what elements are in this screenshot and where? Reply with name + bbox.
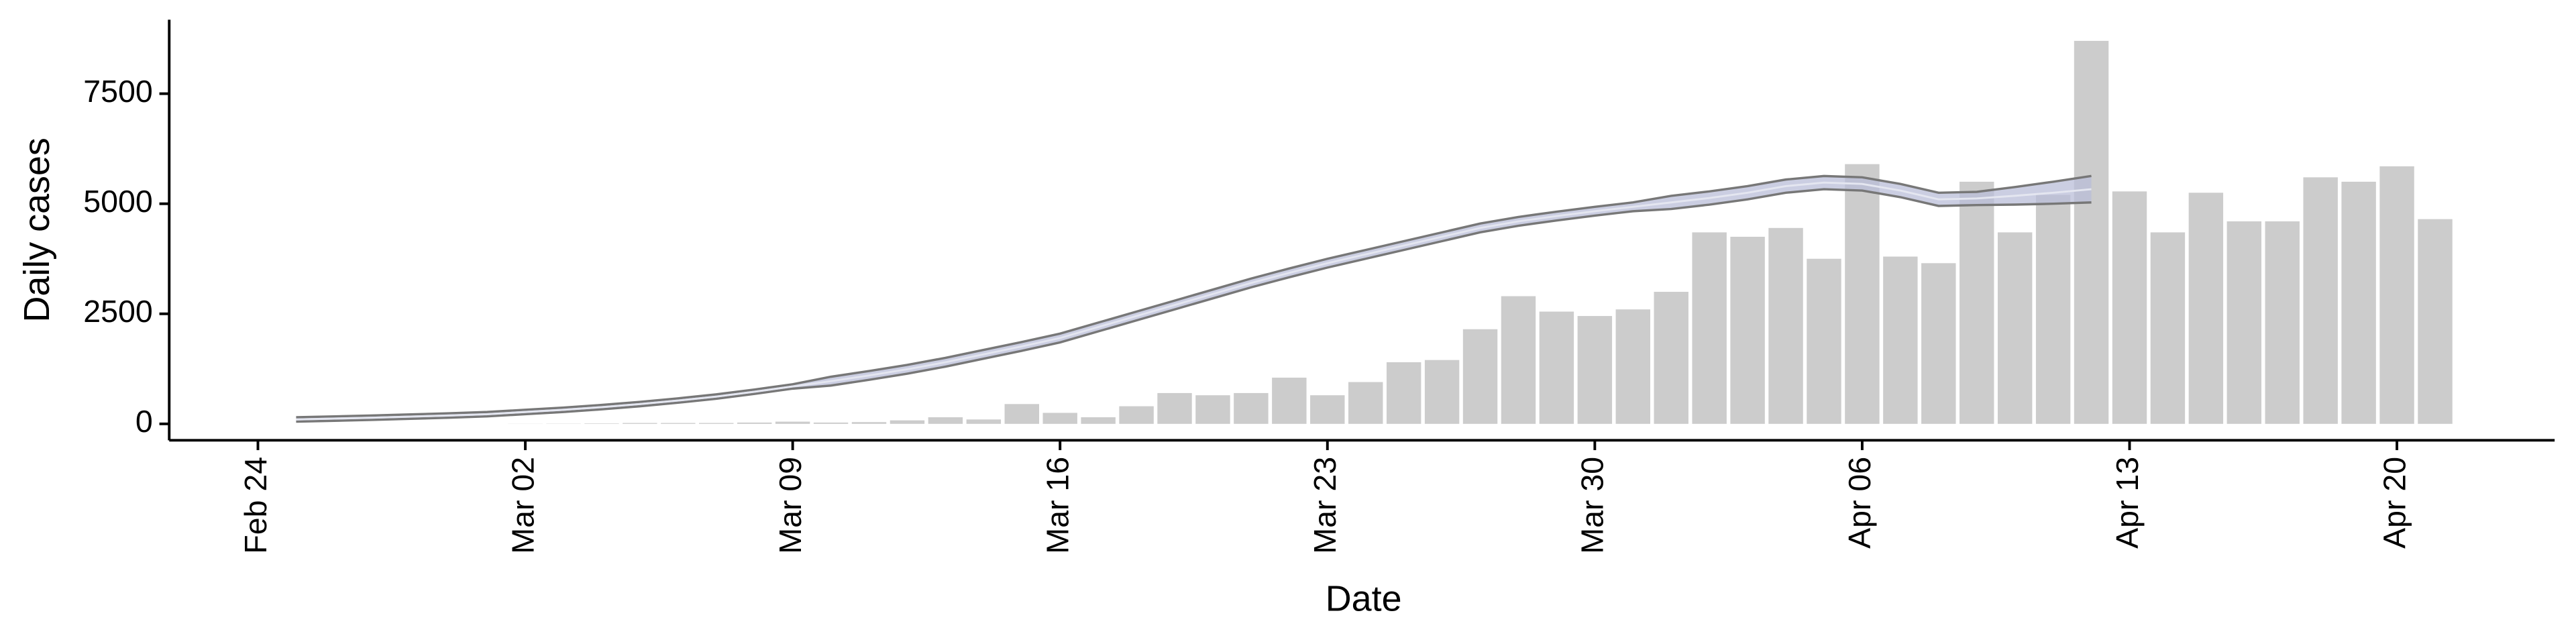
x-tick-label: Apr 13 [2110, 457, 2145, 549]
bar [1654, 291, 1688, 424]
bar [1768, 227, 1803, 424]
bar [1081, 417, 1116, 424]
x-tick-label: Apr 06 [1842, 457, 1877, 549]
x-tick-label: Mar 23 [1307, 457, 1342, 554]
y-tick-label: 5000 [83, 184, 152, 219]
bar [890, 420, 925, 424]
bar [2379, 166, 2414, 424]
bar [1348, 382, 1383, 424]
bar [1883, 256, 1918, 424]
bar [928, 417, 963, 424]
bar [737, 422, 772, 424]
bar [851, 422, 887, 424]
y-tick-label: 7500 [83, 74, 152, 109]
bar [1577, 316, 1613, 424]
y-axis-title: Daily cases [17, 138, 57, 322]
y-tick-label: 0 [136, 404, 153, 439]
bar [2112, 191, 2147, 424]
bar [2265, 221, 2300, 424]
bar [1845, 164, 1880, 424]
bar [2303, 177, 2338, 424]
x-tick-label: Mar 09 [773, 457, 808, 554]
bar [1692, 232, 1727, 424]
bar [1272, 377, 1307, 424]
x-tick-label: Mar 02 [505, 457, 540, 554]
line [296, 181, 2092, 421]
ribbon-upper [296, 174, 2092, 419]
bar [1921, 263, 1956, 424]
y-tick-label: 2500 [83, 294, 152, 329]
bar [1157, 392, 1192, 424]
bar [2418, 219, 2453, 424]
bar [1615, 309, 1650, 424]
bar [813, 422, 849, 424]
bar [1042, 413, 1077, 424]
bar [1310, 395, 1345, 424]
bar [584, 423, 619, 424]
bar [1960, 181, 1994, 424]
bar [1234, 392, 1269, 424]
bar [1004, 404, 1039, 424]
ribbon-lower [296, 188, 2092, 423]
bar [1462, 329, 1498, 424]
bar [2226, 221, 2262, 424]
bar [1119, 406, 1154, 424]
bar [2341, 181, 2376, 424]
bar [1539, 311, 1574, 424]
x-tick-label: Apr 20 [2377, 457, 2412, 549]
bar [1730, 236, 1765, 424]
x-axis-title: Date [1326, 579, 1402, 619]
bar [2188, 193, 2224, 424]
bar [623, 423, 657, 424]
bar [2035, 195, 2071, 424]
bar [2074, 40, 2109, 424]
bar [1424, 360, 1460, 424]
bar [1195, 395, 1230, 424]
bar [1997, 232, 2033, 424]
bar [966, 419, 1002, 424]
bar [1501, 296, 1536, 424]
bar [2150, 232, 2186, 424]
bar [1807, 258, 1841, 424]
bar [699, 423, 734, 424]
x-tick-label: Feb 24 [238, 457, 273, 554]
bar [1386, 362, 1421, 424]
bar [775, 421, 810, 424]
x-tick-label: Mar 16 [1040, 457, 1075, 554]
bar [661, 423, 696, 424]
x-tick-label: Mar 30 [1575, 457, 1610, 554]
